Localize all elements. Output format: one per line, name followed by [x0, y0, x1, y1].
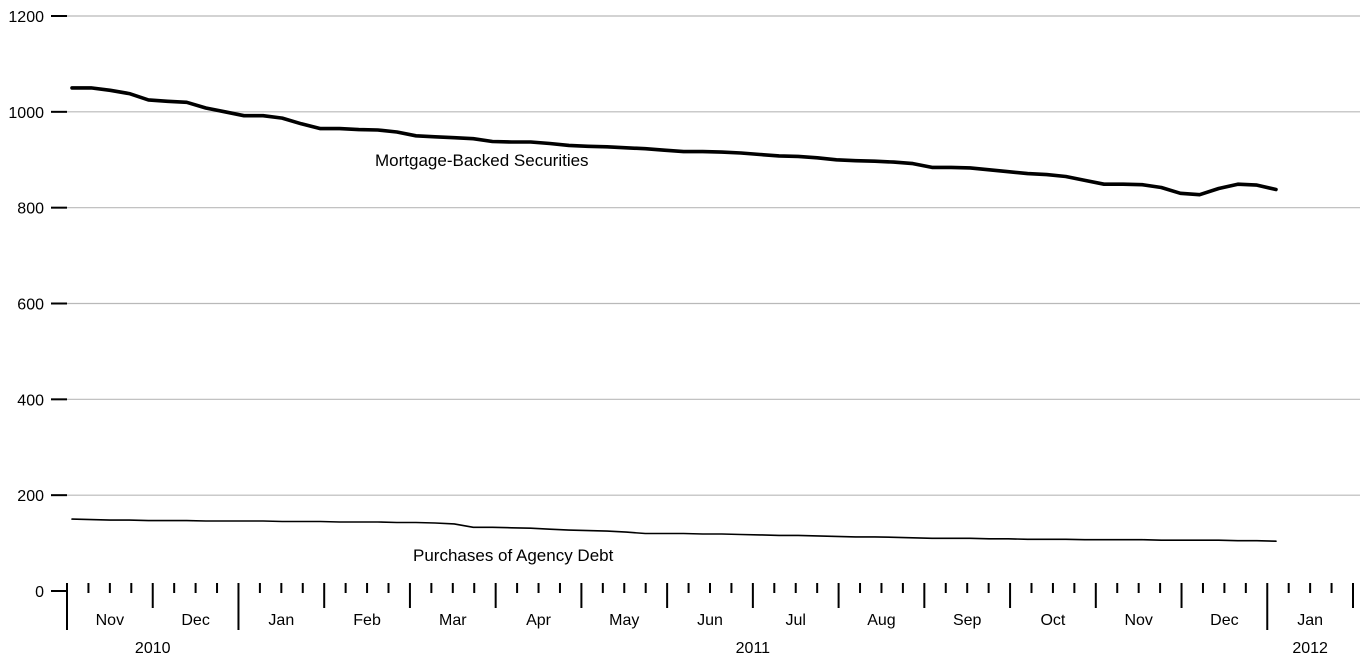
gridlines: [67, 15, 1360, 496]
series-line-agency-debt: [71, 518, 1277, 543]
month-label: Aug: [867, 612, 895, 629]
month-label: Apr: [526, 612, 552, 629]
month-label: Dec: [1210, 612, 1238, 629]
month-label: Dec: [181, 612, 209, 629]
month-label: Feb: [353, 612, 381, 629]
month-label: Jan: [1297, 612, 1323, 629]
y-axis: 0 200 400 600 800 1000 1200: [8, 9, 67, 601]
series-label-agency-debt: Purchases of Agency Debt: [413, 546, 614, 565]
y-tick-label: 600: [17, 297, 44, 314]
series-label-mbs: Mortgage-Backed Securities: [375, 151, 589, 170]
series-line-mbs: [70, 86, 1278, 197]
y-tick-label: 800: [17, 201, 44, 218]
y-tick-label: 400: [17, 392, 44, 409]
month-label: Oct: [1040, 612, 1065, 629]
month-label: Jan: [268, 612, 294, 629]
month-label: Mar: [439, 612, 467, 629]
y-tick-label: 1200: [8, 9, 44, 26]
year-label: 2010: [135, 640, 171, 657]
month-label: Nov: [1124, 612, 1152, 629]
y-tick-label: 0: [35, 584, 44, 601]
year-label: 2012: [1292, 640, 1328, 657]
y-tick-label: 1000: [8, 105, 44, 122]
x-axis: Nov Dec Jan Feb Mar Apr May Jun Jul Aug Sep Oct Nov D…: [66, 583, 1354, 657]
month-label: Jul: [786, 612, 806, 629]
month-label: May: [609, 612, 639, 629]
month-label: Sep: [953, 612, 982, 629]
y-tick-label: 200: [17, 488, 44, 505]
series-group: [70, 86, 1278, 543]
month-label: Nov: [96, 612, 124, 629]
month-label: Jun: [697, 612, 723, 629]
year-label: 2011: [736, 640, 771, 657]
